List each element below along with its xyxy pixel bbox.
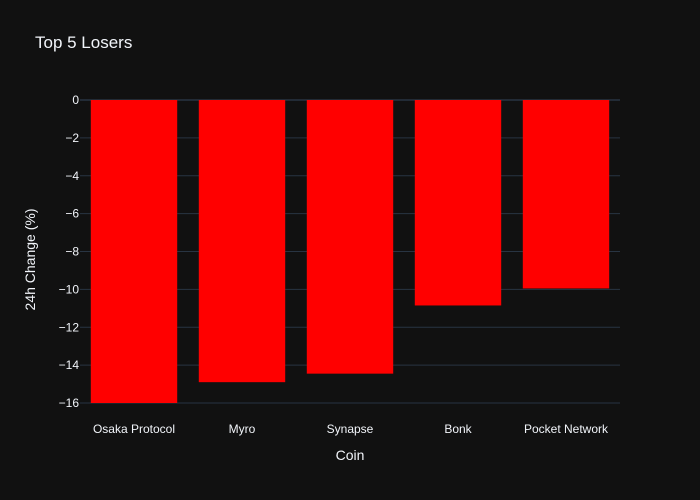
y-tick-label: −8 bbox=[65, 245, 79, 259]
y-tick-label: −14 bbox=[59, 358, 80, 372]
bar-myro[interactable] bbox=[198, 100, 286, 383]
y-tick-labels: 0 −2 −4 −6 −8 −10 −12 −14 −16 bbox=[59, 93, 80, 410]
x-axis-title: Coin bbox=[336, 447, 365, 463]
bars bbox=[90, 100, 610, 403]
x-tick-label: Pocket Network bbox=[524, 422, 609, 436]
chart-title: Top 5 Losers bbox=[35, 33, 133, 52]
bar-synapse[interactable] bbox=[306, 100, 394, 374]
bar-pocket-network[interactable] bbox=[522, 100, 610, 289]
y-tick-label: −4 bbox=[65, 169, 79, 183]
x-tick-label: Osaka Protocol bbox=[93, 422, 175, 436]
bar-osaka-protocol[interactable] bbox=[90, 100, 178, 403]
y-axis-title: 24h Change (%) bbox=[22, 209, 38, 311]
y-tick-label: −16 bbox=[59, 396, 80, 410]
y-tick-label: −12 bbox=[59, 320, 80, 334]
x-tick-label: Myro bbox=[229, 422, 256, 436]
bar-bonk[interactable] bbox=[414, 100, 502, 306]
y-tick-label: −10 bbox=[59, 282, 80, 296]
x-tick-labels: Osaka Protocol Myro Synapse Bonk Pocket Netw… bbox=[93, 422, 609, 436]
y-tick-label: −6 bbox=[65, 207, 79, 221]
x-tick-label: Synapse bbox=[327, 422, 374, 436]
y-tick-label: 0 bbox=[72, 93, 79, 107]
x-tick-label: Bonk bbox=[444, 422, 472, 436]
y-tick-label: −2 bbox=[65, 131, 79, 145]
